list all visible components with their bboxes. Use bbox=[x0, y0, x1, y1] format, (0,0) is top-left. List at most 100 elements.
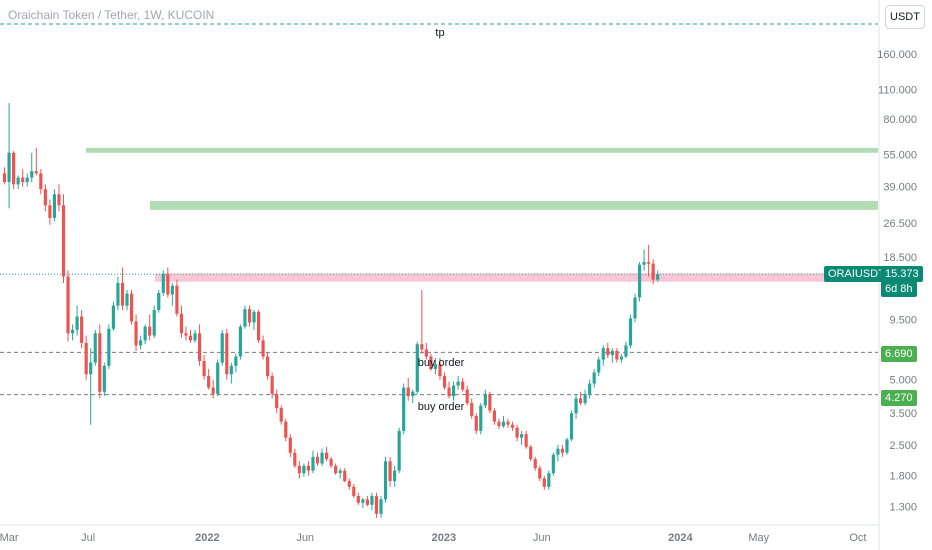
candle-body bbox=[202, 361, 206, 377]
candle-body bbox=[415, 344, 419, 392]
zone-resistance bbox=[150, 201, 878, 210]
y-tick-label: 55.000 bbox=[883, 149, 917, 161]
candle-body bbox=[397, 430, 401, 471]
candle-body bbox=[583, 393, 587, 404]
y-tick-label: 18.500 bbox=[883, 252, 917, 264]
candle-body bbox=[270, 376, 274, 394]
candle-body bbox=[402, 387, 406, 431]
candle-body bbox=[565, 439, 569, 453]
x-tick-label: May bbox=[748, 532, 769, 544]
candle-body bbox=[311, 456, 315, 471]
candle-body bbox=[166, 274, 170, 295]
candle-body bbox=[601, 348, 605, 360]
candle-body bbox=[193, 333, 197, 341]
candle-body bbox=[43, 189, 47, 206]
candle-body bbox=[238, 326, 242, 357]
candle-body bbox=[483, 393, 487, 406]
candle-body bbox=[30, 171, 34, 178]
candle-body bbox=[374, 496, 379, 514]
x-tick-label: Mar bbox=[0, 532, 19, 544]
candle-body bbox=[252, 311, 256, 323]
x-tick-label: 2023 bbox=[432, 532, 456, 544]
candle-body bbox=[556, 448, 560, 455]
candle-body bbox=[34, 171, 38, 174]
candle-body bbox=[461, 381, 465, 390]
candle-body bbox=[592, 372, 596, 384]
candle-body bbox=[610, 350, 614, 356]
candle-body bbox=[451, 385, 456, 397]
candle-body bbox=[247, 309, 252, 323]
candle-body bbox=[70, 329, 75, 334]
last-price-tag: 15.373 bbox=[881, 266, 923, 282]
x-tick-label: 2024 bbox=[668, 532, 693, 544]
candles-layer bbox=[2, 103, 660, 518]
candle-body bbox=[170, 285, 174, 295]
candle-body bbox=[501, 421, 506, 427]
x-tick-label: 2022 bbox=[195, 532, 219, 544]
candle-body bbox=[61, 205, 66, 277]
candle-body bbox=[315, 456, 320, 464]
candle-body bbox=[470, 403, 474, 416]
candle-body bbox=[393, 470, 397, 482]
candle-body bbox=[39, 173, 43, 190]
candle-body bbox=[510, 424, 515, 428]
candle-body bbox=[80, 316, 84, 343]
candle-body bbox=[578, 398, 583, 404]
candle-body bbox=[438, 364, 442, 377]
candle-body bbox=[152, 310, 156, 336]
y-tick-label: 2.500 bbox=[889, 440, 917, 452]
y-tick-label: 9.500 bbox=[889, 314, 917, 326]
candle-body bbox=[2, 173, 7, 183]
currency-button[interactable]: USDT bbox=[885, 5, 925, 29]
candle-body bbox=[588, 383, 592, 394]
candle-body bbox=[624, 345, 628, 357]
x-tick-label: Jun bbox=[296, 532, 314, 544]
candle-body bbox=[324, 452, 329, 460]
candle-body bbox=[651, 263, 655, 280]
candle-body bbox=[279, 408, 283, 422]
candle-body bbox=[560, 448, 565, 453]
candle-body bbox=[370, 496, 374, 505]
candle-body bbox=[93, 333, 97, 363]
candle-body bbox=[102, 365, 106, 392]
candle-body bbox=[597, 359, 601, 373]
candle-body bbox=[538, 468, 542, 479]
candle-body bbox=[12, 152, 16, 185]
candle-body bbox=[302, 465, 306, 474]
candle-body bbox=[98, 333, 102, 392]
candle-body bbox=[293, 452, 297, 466]
y-tick-label: 5.000 bbox=[889, 375, 917, 387]
candle-body bbox=[284, 421, 288, 438]
chart-title: Oraichain Token / Tether, 1W, KUCOIN bbox=[8, 8, 215, 22]
y-tick-label: 39.000 bbox=[883, 182, 917, 194]
candle-body bbox=[125, 293, 129, 306]
candle-body bbox=[89, 362, 93, 375]
candle-body bbox=[429, 356, 433, 370]
candle-body bbox=[524, 434, 528, 447]
y-tick-label: 3.500 bbox=[889, 408, 917, 420]
y-tick-label: 1.800 bbox=[889, 471, 917, 483]
candle-body bbox=[134, 321, 138, 346]
candle-body bbox=[57, 194, 61, 206]
candle-body bbox=[352, 486, 356, 497]
candle-body bbox=[16, 177, 20, 185]
candle-body bbox=[411, 391, 415, 397]
countdown-tag: 6d 8h bbox=[881, 281, 917, 297]
candle-body bbox=[420, 344, 424, 350]
candle-body bbox=[492, 410, 496, 422]
candle-body bbox=[48, 205, 52, 218]
candle-body bbox=[520, 434, 524, 438]
candle-body bbox=[334, 465, 338, 474]
candle-body bbox=[465, 389, 469, 404]
level-tag-high: 6.690 bbox=[881, 346, 917, 362]
candle-body bbox=[647, 262, 651, 264]
candle-body bbox=[25, 177, 29, 183]
candle-body bbox=[188, 335, 193, 341]
candle-body bbox=[379, 499, 383, 514]
candle-body bbox=[619, 356, 623, 360]
candle-body bbox=[179, 313, 184, 334]
candle-body bbox=[75, 316, 79, 330]
candle-body bbox=[197, 333, 202, 362]
candle-body bbox=[84, 342, 88, 375]
